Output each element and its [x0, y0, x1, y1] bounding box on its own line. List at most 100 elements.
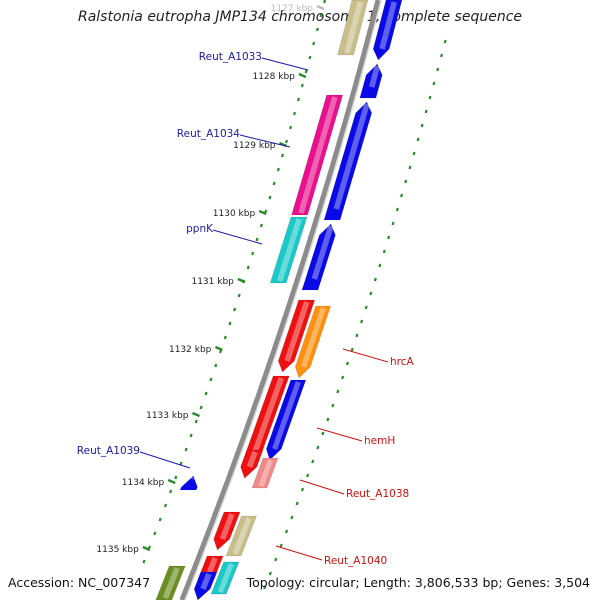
- gene-labels: Reut_A1033 Reut_A1034 ppnK Reut_A1039 hrcA he…: [77, 51, 415, 567]
- right-guide-dot: [341, 375, 345, 380]
- gene-red-small-sheen: [246, 451, 258, 468]
- gene-label: Reut_A1033: [199, 51, 262, 63]
- right-guide-dot: [443, 39, 447, 44]
- right-guide-dot: [355, 333, 359, 338]
- left-guide-dot: [158, 517, 162, 522]
- right-guide-dot: [387, 235, 391, 240]
- kbp-tick: [167, 478, 176, 485]
- right-guide-dot: [424, 109, 428, 114]
- right-guide-dot: [428, 95, 432, 100]
- gene-blue-1034b-sheen: [333, 103, 370, 210]
- right-guide-dot: [290, 515, 294, 520]
- left-guide-dot: [223, 335, 227, 340]
- left-guide-dot: [237, 293, 241, 298]
- right-guide-dot: [360, 319, 364, 324]
- left-guide-dot: [323, 0, 327, 4]
- gene-label-leader: [275, 545, 323, 561]
- kbp-tick-label: 1131 kbp: [191, 277, 234, 287]
- right-guide-dot: [432, 81, 436, 86]
- left-guide-dot: [194, 419, 198, 424]
- gene-pink-1038: [251, 457, 279, 489]
- left-guide-dot: [214, 363, 218, 368]
- left-guide-dot: [163, 503, 168, 508]
- left-guide-dot: [315, 27, 319, 32]
- gene-red-1040: [213, 511, 241, 551]
- gene-cyan-ppnk-sheen: [277, 218, 302, 282]
- kbp-tick-label: 1130 kbp: [213, 209, 256, 219]
- right-guide-dot: [311, 459, 315, 464]
- left-guide-dot: [280, 153, 284, 158]
- left-guide-dot: [259, 223, 263, 228]
- kbp-tick: [214, 345, 223, 352]
- right-guide-dot: [391, 221, 395, 226]
- left-guide-dot: [255, 237, 259, 242]
- gene-red-1: [277, 299, 316, 373]
- kbp-tick: [192, 411, 200, 418]
- left-guide-dot: [319, 13, 323, 18]
- gene-olive-bottom-sheen: [162, 566, 180, 600]
- left-guide-dot: [285, 139, 288, 144]
- gene-label-leader: [299, 479, 345, 495]
- backbone-highlight: [184, 0, 382, 600]
- gene-label: Reut_A1039: [77, 445, 140, 457]
- right-guide-dot: [316, 445, 320, 450]
- right-guide-dot: [382, 249, 386, 254]
- accession-text: Accession: NC_007347: [8, 575, 151, 590]
- kbp-tick: [258, 209, 267, 216]
- right-guide-dot: [263, 585, 267, 590]
- left-guide-dot: [204, 391, 208, 396]
- left-guide-dot: [169, 489, 173, 494]
- gene-khaki-top-sheen: [344, 1, 364, 54]
- right-guide-dot: [268, 571, 272, 576]
- gene-label-leader: [239, 134, 291, 148]
- map-title: Ralstonia eutropha JMP134 chromosome 1, …: [77, 9, 522, 25]
- gene-label: ppnK: [186, 223, 214, 235]
- right-guide-dot: [404, 179, 408, 184]
- right-guide-dot: [331, 403, 335, 408]
- left-guide-dot: [312, 41, 316, 46]
- left-guide-dot: [246, 265, 250, 270]
- right-guide-dot: [378, 263, 382, 268]
- tick-marks: 1127 kbp 1128 kbp 1129 kbp 1130 kbp 1131 kbp…: [96, 4, 325, 555]
- left-guide-dot: [300, 83, 304, 88]
- right-guide-dot: [350, 347, 354, 352]
- backbone: [179, 0, 382, 600]
- right-guide-dot: [440, 53, 443, 58]
- gene-blue-ppnk-sheen: [311, 225, 334, 280]
- gene-pink-1038-sheen: [258, 459, 274, 487]
- right-guide-dot: [436, 67, 440, 72]
- gene-orange-hrca: [294, 305, 332, 379]
- gene-blue-1034b: [323, 101, 373, 221]
- left-guide-dot: [293, 111, 296, 116]
- right-guide-dot: [326, 417, 330, 422]
- left-guide-dot: [308, 55, 312, 60]
- gene-label-leader: [316, 427, 363, 442]
- backbone-line: [179, 0, 381, 600]
- left-guide-dot: [304, 69, 308, 74]
- gene-label-leader: [342, 348, 389, 363]
- dotted-guides: [142, 0, 447, 590]
- gene-olive-bottom: [155, 565, 186, 600]
- gene-khaki-top: [337, 0, 369, 56]
- gene-label-leader: [212, 229, 263, 245]
- gene-label: hrcA: [390, 356, 415, 368]
- gene-blue-1039: [179, 475, 198, 491]
- left-guide-dot: [296, 97, 300, 102]
- gene-orange-hrca-sheen: [301, 307, 326, 368]
- right-guide-dot: [279, 543, 283, 548]
- gene-label: Reut_A1034: [177, 128, 241, 140]
- gene-features: [155, 0, 403, 600]
- gene-cyan-bottom: [210, 561, 240, 595]
- kbp-tick: [237, 277, 246, 284]
- left-guide-dot: [233, 307, 237, 312]
- left-guide-dot: [189, 433, 193, 438]
- right-guide-dot: [345, 361, 350, 366]
- gene-magenta-1034: [291, 94, 344, 216]
- kbp-tick: [142, 545, 151, 552]
- kbp-tick-label: 1129 kbp: [233, 141, 276, 151]
- kbp-tick-label: 1132 kbp: [169, 345, 212, 355]
- left-guide-dot: [199, 405, 203, 410]
- gene-label-leader: [139, 451, 191, 469]
- gene-red-1040-sheen: [219, 513, 235, 540]
- gene-blue-top-sheen: [379, 1, 398, 50]
